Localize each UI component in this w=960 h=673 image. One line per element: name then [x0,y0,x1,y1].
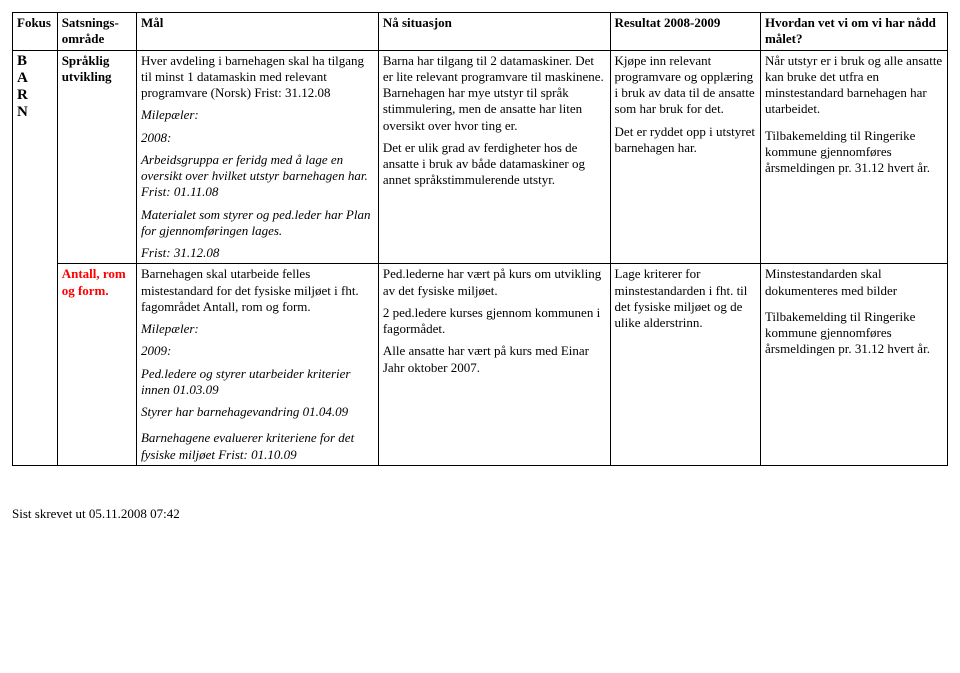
milepaeler-text: Barnehagene evaluerer kriteriene for det… [141,430,374,463]
hv-text: Minstestandarden skal dokumenteres med b… [765,266,943,299]
naa-spraklig: Barna har tilgang til 2 datamaskiner. De… [378,50,610,264]
hv-text: Tilbakemelding til Ringerike kommune gje… [765,128,943,177]
hv-text: Når utstyr er i bruk og alle ansatte kan… [765,53,943,118]
res-text: Lage kriterer for minstestandarden i fht… [615,266,756,331]
naa-text: Det er ulik grad av ferdigheter hos de a… [383,140,606,189]
mal-text: Barnehagen skal utarbeide felles mistest… [141,266,374,315]
omrade-antall: Antall, rom og form. [57,264,136,466]
milepaeler-head: Milepæler: [141,107,374,123]
fokus-letter: R [17,87,53,104]
milepaeler-year: 2009: [141,343,374,359]
header-res: Resultat 2008-2009 [610,13,760,51]
naa-antall: Ped.lederne har vært på kurs om utviklin… [378,264,610,466]
footer-timestamp: Sist skrevet ut 05.11.2008 07:42 [12,506,948,522]
milepaeler-text: Styrer har barnehagevandring 01.04.09 [141,404,374,420]
res-text: Det er ryddet opp i utstyret barnehagen … [615,124,756,157]
res-spraklig: Kjøpe inn relevant programvare og opplær… [610,50,760,264]
milepaeler-text: Arbeidsgruppa er feridg med å lage en ov… [141,152,374,201]
omrade-spraklig: Språklig utvikling [57,50,136,264]
row-spraklig: B A R N Språklig utvikling Hver avdeling… [13,50,948,264]
hv-antall: Minstestandarden skal dokumenteres med b… [760,264,947,466]
milepaeler-year: 2008: [141,130,374,146]
plan-table: Fokus Satsnings-område Mål Nå situasjon … [12,12,948,466]
fokus-letter: A [17,70,53,87]
row-antall: Antall, rom og form. Barnehagen skal uta… [13,264,948,466]
hv-text: Tilbakemelding til Ringerike kommune gje… [765,309,943,358]
naa-text: Barna har tilgang til 2 datamaskiner. De… [383,53,606,134]
res-antall: Lage kriterer for minstestandarden i fht… [610,264,760,466]
header-row: Fokus Satsnings-område Mål Nå situasjon … [13,13,948,51]
header-naa: Nå situasjon [378,13,610,51]
mal-antall: Barnehagen skal utarbeide felles mistest… [136,264,378,466]
milepaeler-text: Frist: 31.12.08 [141,245,374,261]
naa-text: Ped.lederne har vært på kurs om utviklin… [383,266,606,299]
fokus-letter: N [17,104,53,121]
header-hv: Hvordan vet vi om vi har nådd målet? [760,13,947,51]
hv-spraklig: Når utstyr er i bruk og alle ansatte kan… [760,50,947,264]
fokus-barn: B A R N [13,50,58,465]
header-mal: Mål [136,13,378,51]
mal-text: Hver avdeling i barnehagen skal ha tilga… [141,53,374,102]
naa-text: Alle ansatte har vært på kurs med Einar … [383,343,606,376]
naa-text: 2 ped.ledere kurses gjennom kommunen i f… [383,305,606,338]
milepaeler-head: Milepæler: [141,321,374,337]
header-omrade: Satsnings-område [57,13,136,51]
res-text: Kjøpe inn relevant programvare og opplær… [615,53,756,118]
mal-spraklig: Hver avdeling i barnehagen skal ha tilga… [136,50,378,264]
milepaeler-text: Ped.ledere og styrer utarbeider kriterie… [141,366,374,399]
header-fokus: Fokus [13,13,58,51]
milepaeler-text: Materialet som styrer og ped.leder har P… [141,207,374,240]
fokus-letter: B [17,53,53,70]
